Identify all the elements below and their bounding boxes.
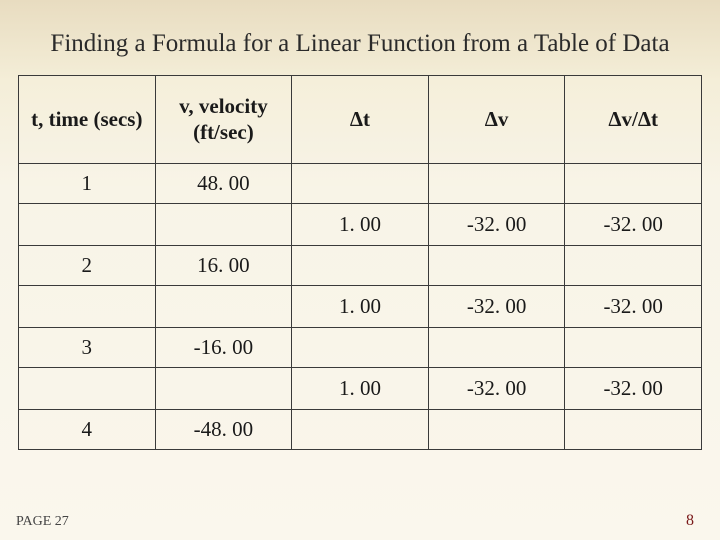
- cell: [292, 163, 429, 203]
- slide-title: Finding a Formula for a Linear Function …: [0, 0, 720, 75]
- table-header-row: t, time (secs) v, velocity (ft/sec) Δt Δ…: [19, 75, 702, 163]
- cell: -32. 00: [428, 285, 565, 327]
- cell: [428, 245, 565, 285]
- cell: 2: [19, 245, 156, 285]
- cell: -48. 00: [155, 409, 292, 449]
- table-row: 4 -48. 00: [19, 409, 702, 449]
- cell: [155, 203, 292, 245]
- cell: -32. 00: [428, 203, 565, 245]
- cell: [428, 163, 565, 203]
- col-header: Δt: [292, 75, 429, 163]
- cell: -32. 00: [565, 367, 702, 409]
- table-container: t, time (secs) v, velocity (ft/sec) Δt Δ…: [0, 75, 720, 450]
- cell: [155, 285, 292, 327]
- cell: 1. 00: [292, 367, 429, 409]
- cell: [19, 367, 156, 409]
- data-table: t, time (secs) v, velocity (ft/sec) Δt Δ…: [18, 75, 702, 450]
- slide-number: 8: [686, 512, 694, 530]
- cell: -32. 00: [565, 285, 702, 327]
- cell: -32. 00: [565, 203, 702, 245]
- cell: [292, 409, 429, 449]
- col-header: v, velocity (ft/sec): [155, 75, 292, 163]
- cell: [19, 203, 156, 245]
- cell: [428, 327, 565, 367]
- cell: [565, 163, 702, 203]
- cell: 48. 00: [155, 163, 292, 203]
- table-row: 2 16. 00: [19, 245, 702, 285]
- table-row: 1. 00 -32. 00 -32. 00: [19, 367, 702, 409]
- cell: [565, 409, 702, 449]
- cell: [155, 367, 292, 409]
- page-reference: PAGE 27: [16, 514, 69, 530]
- table-row: 3 -16. 00: [19, 327, 702, 367]
- cell: [19, 285, 156, 327]
- col-header: t, time (secs): [19, 75, 156, 163]
- cell: [292, 245, 429, 285]
- cell: -16. 00: [155, 327, 292, 367]
- cell: -32. 00: [428, 367, 565, 409]
- cell: [565, 327, 702, 367]
- col-header: Δv: [428, 75, 565, 163]
- cell: 16. 00: [155, 245, 292, 285]
- cell: [428, 409, 565, 449]
- cell: 1. 00: [292, 285, 429, 327]
- table-row: 1 48. 00: [19, 163, 702, 203]
- table-row: 1. 00 -32. 00 -32. 00: [19, 203, 702, 245]
- col-header: Δv/Δt: [565, 75, 702, 163]
- cell: 3: [19, 327, 156, 367]
- table-row: 1. 00 -32. 00 -32. 00: [19, 285, 702, 327]
- cell: [292, 327, 429, 367]
- cell: [565, 245, 702, 285]
- cell: 4: [19, 409, 156, 449]
- cell: 1. 00: [292, 203, 429, 245]
- cell: 1: [19, 163, 156, 203]
